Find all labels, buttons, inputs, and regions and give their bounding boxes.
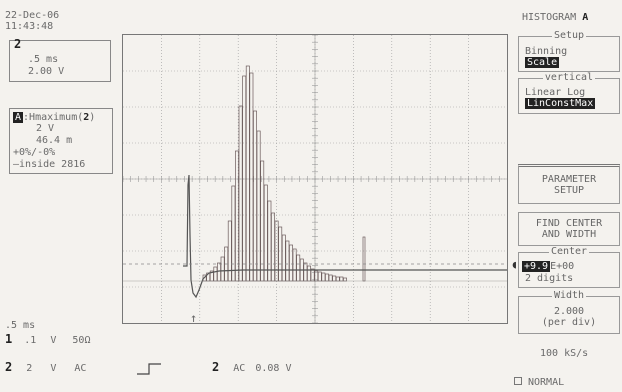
histogram-bar	[238, 105, 243, 282]
measurement-value: 46.4 m	[36, 135, 73, 146]
histogram-bar	[310, 268, 315, 282]
setup-menu-button[interactable]: Setup Binning Scale	[518, 30, 620, 72]
binning-label: Binning	[525, 46, 568, 57]
histogram-bar	[339, 276, 344, 282]
histogram-bar	[263, 184, 268, 282]
histogram-bar	[256, 130, 261, 282]
linear-log-label: Linear Log	[525, 87, 586, 98]
width-value: 2.000	[553, 306, 585, 317]
histogram-marker: A	[13, 112, 24, 123]
histogram-bar	[213, 266, 218, 282]
trigger-position-arrow-icon[interactable]: ↑	[190, 311, 198, 325]
histogram-spike	[362, 236, 366, 282]
histogram-bar	[328, 274, 333, 282]
histogram-bars	[202, 65, 366, 282]
waveform-display[interactable]	[122, 34, 508, 324]
bottom-timebase: .5 ms	[5, 320, 36, 331]
histogram-bar	[217, 262, 221, 282]
histogram-bar	[321, 272, 326, 282]
scale-option: Scale	[525, 57, 560, 68]
histogram-bar	[245, 65, 250, 282]
histogram-bar	[278, 226, 283, 282]
knob-icon: ◖	[511, 258, 518, 271]
parameter-setup-button[interactable]: PARAMETER SETUP	[518, 164, 620, 204]
measurement-status: —inside 2816	[13, 159, 86, 170]
rising-edge-trigger-icon	[137, 363, 161, 375]
mode-checkbox-icon	[514, 377, 522, 385]
histogram-bar	[253, 110, 257, 282]
histogram-bar	[325, 273, 329, 282]
waveform-trace	[183, 174, 507, 299]
histogram-bar	[220, 256, 225, 282]
measurement-tolerance: +0%/-0%	[13, 147, 56, 158]
histogram-bar	[231, 185, 236, 282]
vertical-menu-button[interactable]: vertical Linear Log LinConstMax	[518, 72, 620, 114]
histogram-bar	[249, 72, 254, 282]
histogram-bar	[332, 275, 337, 282]
histogram-bar	[317, 271, 322, 282]
waveform-canvas	[122, 34, 507, 324]
histogram-bar	[307, 265, 311, 282]
time-readout: 11:43:48	[5, 21, 54, 32]
histogram-bar	[271, 212, 275, 282]
width-setting[interactable]: Width 2.000 (per div)	[518, 290, 620, 334]
graticule	[122, 34, 507, 324]
histogram-bar	[335, 276, 340, 282]
center-digits: 2 digits	[525, 273, 574, 284]
find-center-width-button[interactable]: FIND CENTER AND WIDTH	[518, 212, 620, 246]
measurement-volts: 2 V	[36, 123, 55, 134]
histogram-bar	[296, 254, 301, 282]
histogram-bar	[281, 234, 286, 282]
date-readout: 22-Dec-06	[5, 10, 60, 21]
parameter-measurement-box[interactable]: A:Hmaximum(2) 2 V 46.4 m +0%/-0% —inside…	[9, 108, 113, 174]
center-value: +9.9	[522, 261, 551, 272]
histogram-bar	[303, 262, 308, 282]
channel-2-row[interactable]: 2 2 V AC	[5, 360, 87, 374]
acquisition-mode: NORMAL	[514, 377, 564, 388]
channel-timebase: .5 ms	[28, 54, 59, 65]
center-setting[interactable]: Center +9.9 E+00 2 digits ◖	[511, 246, 620, 288]
trigger-settings[interactable]: 2 AC 0.08 V	[212, 360, 292, 374]
width-unit: (per div)	[541, 317, 597, 328]
histogram-bar	[292, 248, 297, 282]
histogram-bar	[289, 244, 293, 282]
channel-1-row[interactable]: 1 .1 V 50Ω	[5, 332, 91, 346]
sample-rate: 100 kS/s	[540, 348, 589, 359]
channel-volts-per-div: 2.00 V	[28, 66, 65, 77]
channel-2-descriptor[interactable]: 2 .5 ms 2.00 V	[9, 37, 111, 82]
histogram-title: HISTOGRAM A	[522, 12, 589, 23]
histogram-bar	[267, 200, 272, 282]
linconstmax-option: LinConstMax	[525, 98, 596, 109]
histogram-bar	[285, 240, 290, 282]
histogram-bar	[343, 277, 347, 282]
channel-number: 2	[14, 37, 22, 51]
measurement-header: A:Hmaximum(2)	[13, 112, 96, 123]
